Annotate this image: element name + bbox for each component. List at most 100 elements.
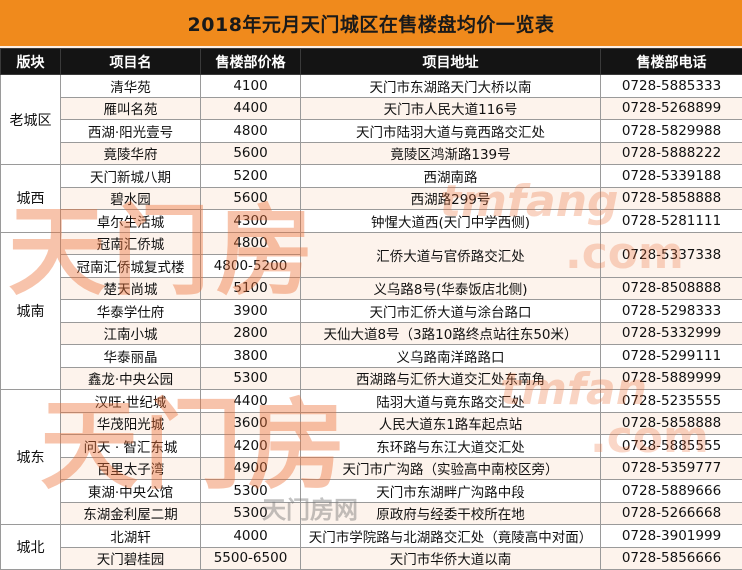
phone-cell: 0728-5889999 (601, 367, 742, 390)
address-cell: 东环路与东江大道交汇处 (301, 435, 601, 458)
price-cell: 4400 (201, 97, 301, 120)
address-cell: 义乌路8号(华泰饭店北侧) (301, 277, 601, 300)
address-cell: 原政府与经委干校所在地 (301, 502, 601, 525)
address-cell: 西湖路与汇侨大道交汇处东南角 (301, 367, 601, 390)
district-cell: 城东 (1, 390, 61, 525)
address-cell: 竟陵区鸿渐路139号 (301, 142, 601, 165)
address-cell: 天门市人民大道116号 (301, 97, 601, 120)
price-cell: 2800 (201, 322, 301, 345)
address-cell: 钟惺大道西(天门中学西侧) (301, 210, 601, 233)
project-name-cell: 楚天尚城 (61, 277, 201, 300)
project-name-cell: 汉旺·世纪城 (61, 390, 201, 413)
address-cell: 天门市汇侨大道与涂台路口 (301, 300, 601, 323)
phone-cell: 0728-5885333 (601, 75, 742, 98)
project-name-cell: 卓尔生活城 (61, 210, 201, 233)
phone-cell: 0728-3901999 (601, 525, 742, 548)
project-name-cell: 问天 · 智汇东城 (61, 435, 201, 458)
address-cell: 义乌路南洋路路口 (301, 345, 601, 368)
address-cell: 人民大道东1路车起点站 (301, 412, 601, 435)
phone-cell: 0728-5885555 (601, 435, 742, 458)
phone-cell: 0728-5266668 (601, 502, 742, 525)
header-row: 版块 项目名 售楼部价格 项目地址 售楼部电话 (1, 49, 742, 75)
project-name-cell: 华泰学仕府 (61, 300, 201, 323)
phone-cell: 0728-5858888 (601, 412, 742, 435)
phone-cell: 0728-5889666 (601, 480, 742, 503)
phone-cell: 0728-5856666 (601, 547, 742, 570)
price-cell: 5300 (201, 367, 301, 390)
phone-cell: 0728-5339188 (601, 165, 742, 188)
project-name-cell: 清华苑 (61, 75, 201, 98)
project-name-cell: 東湖·中央公馆 (61, 480, 201, 503)
project-name-cell: 天门新城八期 (61, 165, 201, 188)
header-district: 版块 (1, 49, 61, 75)
header-phone: 售楼部电话 (601, 49, 742, 75)
address-cell: 汇侨大道与官侨路交汇处 (301, 232, 601, 277)
phone-cell: 0728-5332999 (601, 322, 742, 345)
header-address: 项目地址 (301, 49, 601, 75)
price-cell: 4400 (201, 390, 301, 413)
page-title: 2018年元月天门城区在售楼盘均价一览表 (0, 0, 742, 46)
price-cell: 4800 (201, 232, 301, 255)
price-cell: 4800-5200 (201, 255, 301, 278)
header-price: 售楼部价格 (201, 49, 301, 75)
project-name-cell: 东湖金利屋二期 (61, 502, 201, 525)
district-cell: 城南 (1, 232, 61, 390)
address-cell: 天门市东湖路天门大桥以南 (301, 75, 601, 98)
phone-cell: 0728-5858888 (601, 187, 742, 210)
price-cell: 3800 (201, 345, 301, 368)
price-cell: 3600 (201, 412, 301, 435)
project-name-cell: 北湖轩 (61, 525, 201, 548)
address-cell: 天门市东湖畔广沟路中段 (301, 480, 601, 503)
district-cell: 老城区 (1, 75, 61, 165)
project-name-cell: 天门碧桂园 (61, 547, 201, 570)
address-cell: 天门市广沟路（实验高中南校区旁） (301, 457, 601, 480)
price-cell: 4900 (201, 457, 301, 480)
phone-cell: 0728-5337338 (601, 232, 742, 277)
project-name-cell: 雁叫名苑 (61, 97, 201, 120)
phone-cell: 0728-5829988 (601, 120, 742, 143)
price-cell: 4800 (201, 120, 301, 143)
price-cell: 5200 (201, 165, 301, 188)
address-cell: 天仙大道8号（3路10路终点站往东50米） (301, 322, 601, 345)
price-cell: 4000 (201, 525, 301, 548)
project-name-cell: 竟陵华府 (61, 142, 201, 165)
price-cell: 4300 (201, 210, 301, 233)
address-cell: 天门市陆羽大道与竟西路交汇处 (301, 120, 601, 143)
header-project: 项目名 (61, 49, 201, 75)
address-cell: 西湖南路 (301, 165, 601, 188)
project-name-cell: 碧水园 (61, 187, 201, 210)
project-name-cell: 百里太子湾 (61, 457, 201, 480)
phone-cell: 0728-5298333 (601, 300, 742, 323)
district-cell: 城西 (1, 165, 61, 233)
price-cell: 5600 (201, 187, 301, 210)
address-cell: 陆羽大道与竟东路交汇处 (301, 390, 601, 413)
project-name-cell: 冠南汇侨城 (61, 232, 201, 255)
phone-cell: 0728-8508888 (601, 277, 742, 300)
price-cell: 5500-6500 (201, 547, 301, 570)
phone-cell: 0728-5281111 (601, 210, 742, 233)
price-cell: 5600 (201, 142, 301, 165)
phone-cell: 0728-5299111 (601, 345, 742, 368)
price-cell: 4200 (201, 435, 301, 458)
price-cell: 5100 (201, 277, 301, 300)
